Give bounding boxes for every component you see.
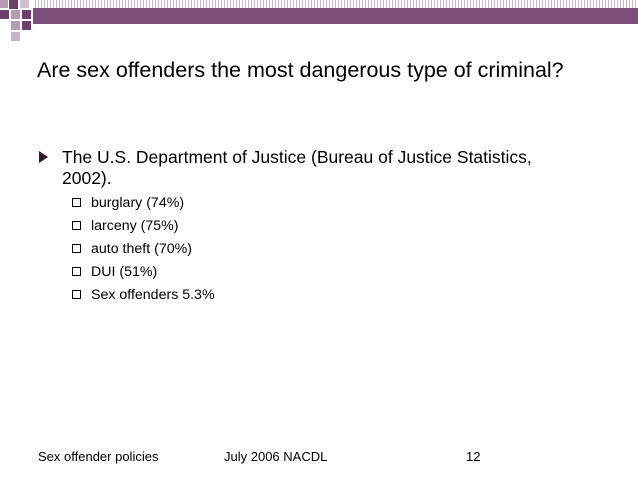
square-dark	[0, 10, 9, 19]
banner-stripes	[33, 0, 638, 8]
square-dark	[9, 0, 18, 9]
footer-center: July 2006 NACDL	[224, 449, 328, 464]
square-bullet-icon	[72, 221, 81, 230]
sub-bullet: burglary (74%)	[72, 194, 372, 212]
sub-bullet-text: auto theft (70%)	[91, 241, 192, 257]
square-light	[11, 32, 20, 41]
square-bullet-icon	[72, 244, 81, 253]
sub-bullet-text: larceny (75%)	[91, 218, 179, 234]
square-dark	[22, 10, 31, 19]
sub-bullet: DUI (51%)	[72, 263, 372, 281]
square-light	[0, 0, 8, 8]
square-dark	[22, 21, 31, 30]
square-light	[11, 10, 20, 19]
square-light	[20, 0, 29, 8]
top-banner	[33, 8, 638, 24]
sub-bullet-text: DUI (51%)	[91, 264, 158, 280]
sub-bullet: larceny (75%)	[72, 217, 372, 235]
slide-title: Are sex offenders the most dangerous typ…	[37, 58, 564, 82]
square-bullet-icon	[72, 290, 81, 299]
page-number: 12	[466, 449, 481, 464]
sub-bullet-text: Sex offenders 5.3%	[91, 287, 215, 303]
footer-left: Sex offender policies	[38, 449, 159, 464]
triangle-bullet-icon	[39, 151, 48, 163]
sub-bullet: auto theft (70%)	[72, 240, 372, 258]
square-light	[11, 21, 20, 30]
square-bullet-icon	[72, 198, 81, 207]
main-bullet: The U.S. Department of Justice (Bureau o…	[39, 147, 579, 189]
sub-bullet-text: burglary (74%)	[91, 195, 185, 211]
square-bullet-icon	[72, 267, 81, 276]
main-bullet-text: The U.S. Department of Justice (Bureau o…	[62, 147, 532, 188]
sub-bullet: Sex offenders 5.3%	[72, 286, 372, 304]
